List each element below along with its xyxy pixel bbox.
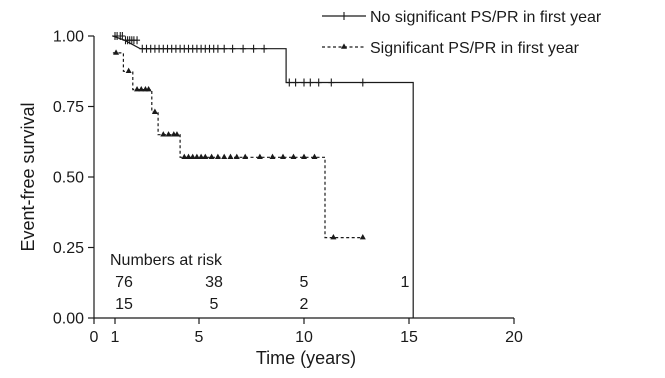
x-tick-label: 20 [505, 329, 523, 346]
censor-mark [227, 153, 234, 160]
censor-mark [330, 234, 337, 240]
x-tick-label: 1 [111, 329, 120, 346]
series-2-line [112, 52, 363, 239]
x-tick-label: 0 [90, 329, 99, 346]
x-tick-label: 10 [295, 329, 313, 346]
censor-mark [189, 153, 196, 160]
censor-mark [125, 67, 132, 74]
censor-mark [242, 153, 249, 160]
censor-mark [185, 153, 192, 160]
censor-mark [151, 108, 158, 114]
censor-mark [328, 78, 335, 87]
censor-mark [181, 153, 188, 160]
censor-mark [307, 78, 314, 87]
risk-count: 76 [115, 274, 133, 291]
censor-mark [280, 153, 286, 160]
legend-label-2: Significant PS/PR in first year [370, 40, 580, 57]
censor-mark [269, 153, 276, 160]
censor-mark [359, 234, 366, 240]
y-tick-label: 0.25 [53, 240, 84, 257]
censor-mark [286, 78, 293, 87]
censor-mark [202, 153, 209, 160]
legend-marker [341, 43, 347, 49]
censor-mark [214, 153, 221, 160]
series-layer [112, 32, 414, 318]
series-2 [112, 49, 366, 240]
y-tick-label: 0.00 [53, 311, 84, 328]
y-tick-label: 0.50 [53, 170, 84, 187]
legend: No significant PS/PR in first year Signif… [322, 9, 602, 57]
legend-label-1: No significant PS/PR in first year [370, 9, 602, 26]
censor-mark [261, 44, 268, 53]
risk-table: Numbers at risk 76 38 5 1 15 5 2 [110, 252, 410, 313]
censor-mark [138, 85, 145, 92]
censor-mark [165, 131, 172, 137]
censor-mark [359, 78, 366, 87]
risk-count: 15 [115, 296, 133, 313]
censor-mark [290, 153, 297, 160]
risk-table-title: Numbers at risk [110, 252, 223, 269]
x-axis-title: Time (years) [256, 348, 356, 368]
censor-mark [233, 153, 240, 160]
censor-mark [214, 44, 221, 53]
legend-marker [341, 12, 347, 20]
censor-mark [208, 153, 215, 160]
censor-mark [160, 131, 167, 137]
censor-mark [250, 44, 257, 53]
y-tick-label: 1.00 [53, 29, 84, 46]
censor-mark [315, 78, 322, 87]
x-tick-label: 15 [400, 329, 418, 346]
censor-mark [240, 44, 247, 53]
censor-mark [301, 153, 307, 160]
censor-mark [119, 32, 126, 40]
censor-mark [198, 153, 205, 160]
censor-mark [145, 85, 152, 92]
risk-count: 2 [300, 296, 309, 313]
censor-mark [256, 153, 263, 160]
risk-count: 5 [300, 274, 309, 291]
risk-count: 5 [210, 296, 219, 313]
censor-mark [221, 44, 228, 53]
censor-mark [301, 78, 307, 87]
censor-mark [311, 153, 318, 160]
censor-mark [134, 36, 141, 45]
series-1 [112, 32, 414, 318]
censor-mark [221, 153, 228, 160]
censor-mark [229, 44, 236, 53]
censor-mark [113, 49, 120, 55]
x-tick-label: 5 [195, 329, 204, 346]
y-tick-label: 0.75 [53, 99, 84, 116]
x-ticks: 0 1 5 10 15 20 [90, 318, 523, 346]
risk-count: 38 [205, 274, 223, 291]
censor-mark [292, 78, 299, 87]
risk-count: 1 [401, 274, 410, 291]
censor-mark [173, 131, 180, 137]
y-axis-title: Event-free survival [18, 102, 38, 251]
y-ticks: 0.00 0.25 0.50 0.75 1.00 [53, 29, 94, 328]
censor-mark [193, 153, 200, 160]
series-1-line [112, 35, 414, 318]
censor-mark [134, 85, 141, 92]
